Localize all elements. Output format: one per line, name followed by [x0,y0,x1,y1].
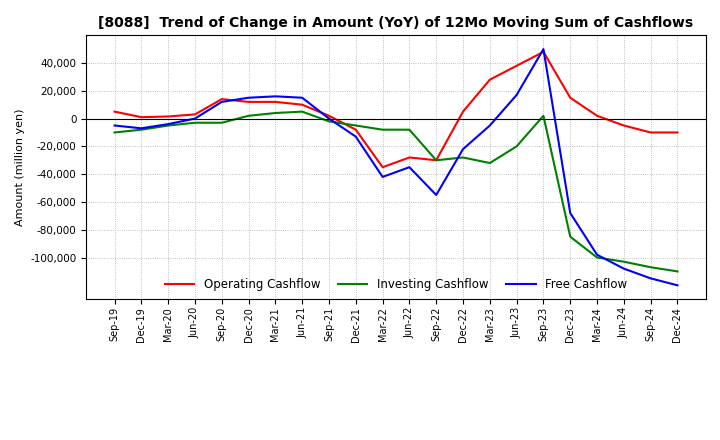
Investing Cashflow [647,264,655,270]
Free Cashflow [191,116,199,121]
Line: Operating Cashflow: Operating Cashflow [114,52,678,167]
Line: Free Cashflow: Free Cashflow [114,49,678,285]
Investing Cashflow [619,259,628,264]
Operating Cashflow [298,102,307,107]
Free Cashflow [110,123,119,128]
Free Cashflow [566,210,575,216]
Operating Cashflow [271,99,279,105]
Investing Cashflow [271,110,279,116]
Operating Cashflow [673,130,682,135]
Title: [8088]  Trend of Change in Amount (YoY) of 12Mo Moving Sum of Cashflows: [8088] Trend of Change in Amount (YoY) o… [99,16,693,30]
Operating Cashflow [217,96,226,102]
Free Cashflow [539,47,548,52]
Operating Cashflow [405,155,414,160]
Operating Cashflow [647,130,655,135]
Investing Cashflow [110,130,119,135]
Free Cashflow [164,121,173,127]
Free Cashflow [137,126,145,131]
Free Cashflow [325,116,333,121]
Legend: Operating Cashflow, Investing Cashflow, Free Cashflow: Operating Cashflow, Investing Cashflow, … [160,274,632,296]
Free Cashflow [593,252,601,257]
Line: Investing Cashflow: Investing Cashflow [114,112,678,271]
Operating Cashflow [137,114,145,120]
Free Cashflow [351,134,360,139]
Free Cashflow [513,92,521,98]
Operating Cashflow [459,109,467,114]
Operating Cashflow [539,49,548,55]
Investing Cashflow [405,127,414,132]
Free Cashflow [485,123,494,128]
Operating Cashflow [619,123,628,128]
Investing Cashflow [191,120,199,125]
Investing Cashflow [325,119,333,124]
Operating Cashflow [432,158,441,163]
Y-axis label: Amount (million yen): Amount (million yen) [15,108,25,226]
Free Cashflow [405,165,414,170]
Operating Cashflow [485,77,494,82]
Investing Cashflow [673,269,682,274]
Investing Cashflow [593,255,601,260]
Operating Cashflow [566,95,575,100]
Operating Cashflow [513,63,521,68]
Investing Cashflow [459,155,467,160]
Free Cashflow [647,276,655,281]
Investing Cashflow [217,120,226,125]
Free Cashflow [271,94,279,99]
Investing Cashflow [298,109,307,114]
Free Cashflow [298,95,307,100]
Operating Cashflow [378,165,387,170]
Investing Cashflow [137,127,145,132]
Operating Cashflow [593,113,601,118]
Operating Cashflow [325,113,333,118]
Investing Cashflow [351,123,360,128]
Investing Cashflow [244,113,253,118]
Operating Cashflow [164,114,173,119]
Free Cashflow [432,192,441,198]
Free Cashflow [244,95,253,100]
Investing Cashflow [485,161,494,166]
Free Cashflow [378,174,387,180]
Investing Cashflow [566,234,575,239]
Operating Cashflow [351,127,360,132]
Investing Cashflow [513,144,521,149]
Operating Cashflow [244,99,253,105]
Investing Cashflow [432,158,441,163]
Investing Cashflow [378,127,387,132]
Investing Cashflow [164,123,173,128]
Free Cashflow [619,266,628,271]
Free Cashflow [459,147,467,152]
Free Cashflow [217,99,226,105]
Operating Cashflow [191,112,199,117]
Operating Cashflow [110,109,119,114]
Free Cashflow [673,282,682,288]
Investing Cashflow [539,113,548,118]
